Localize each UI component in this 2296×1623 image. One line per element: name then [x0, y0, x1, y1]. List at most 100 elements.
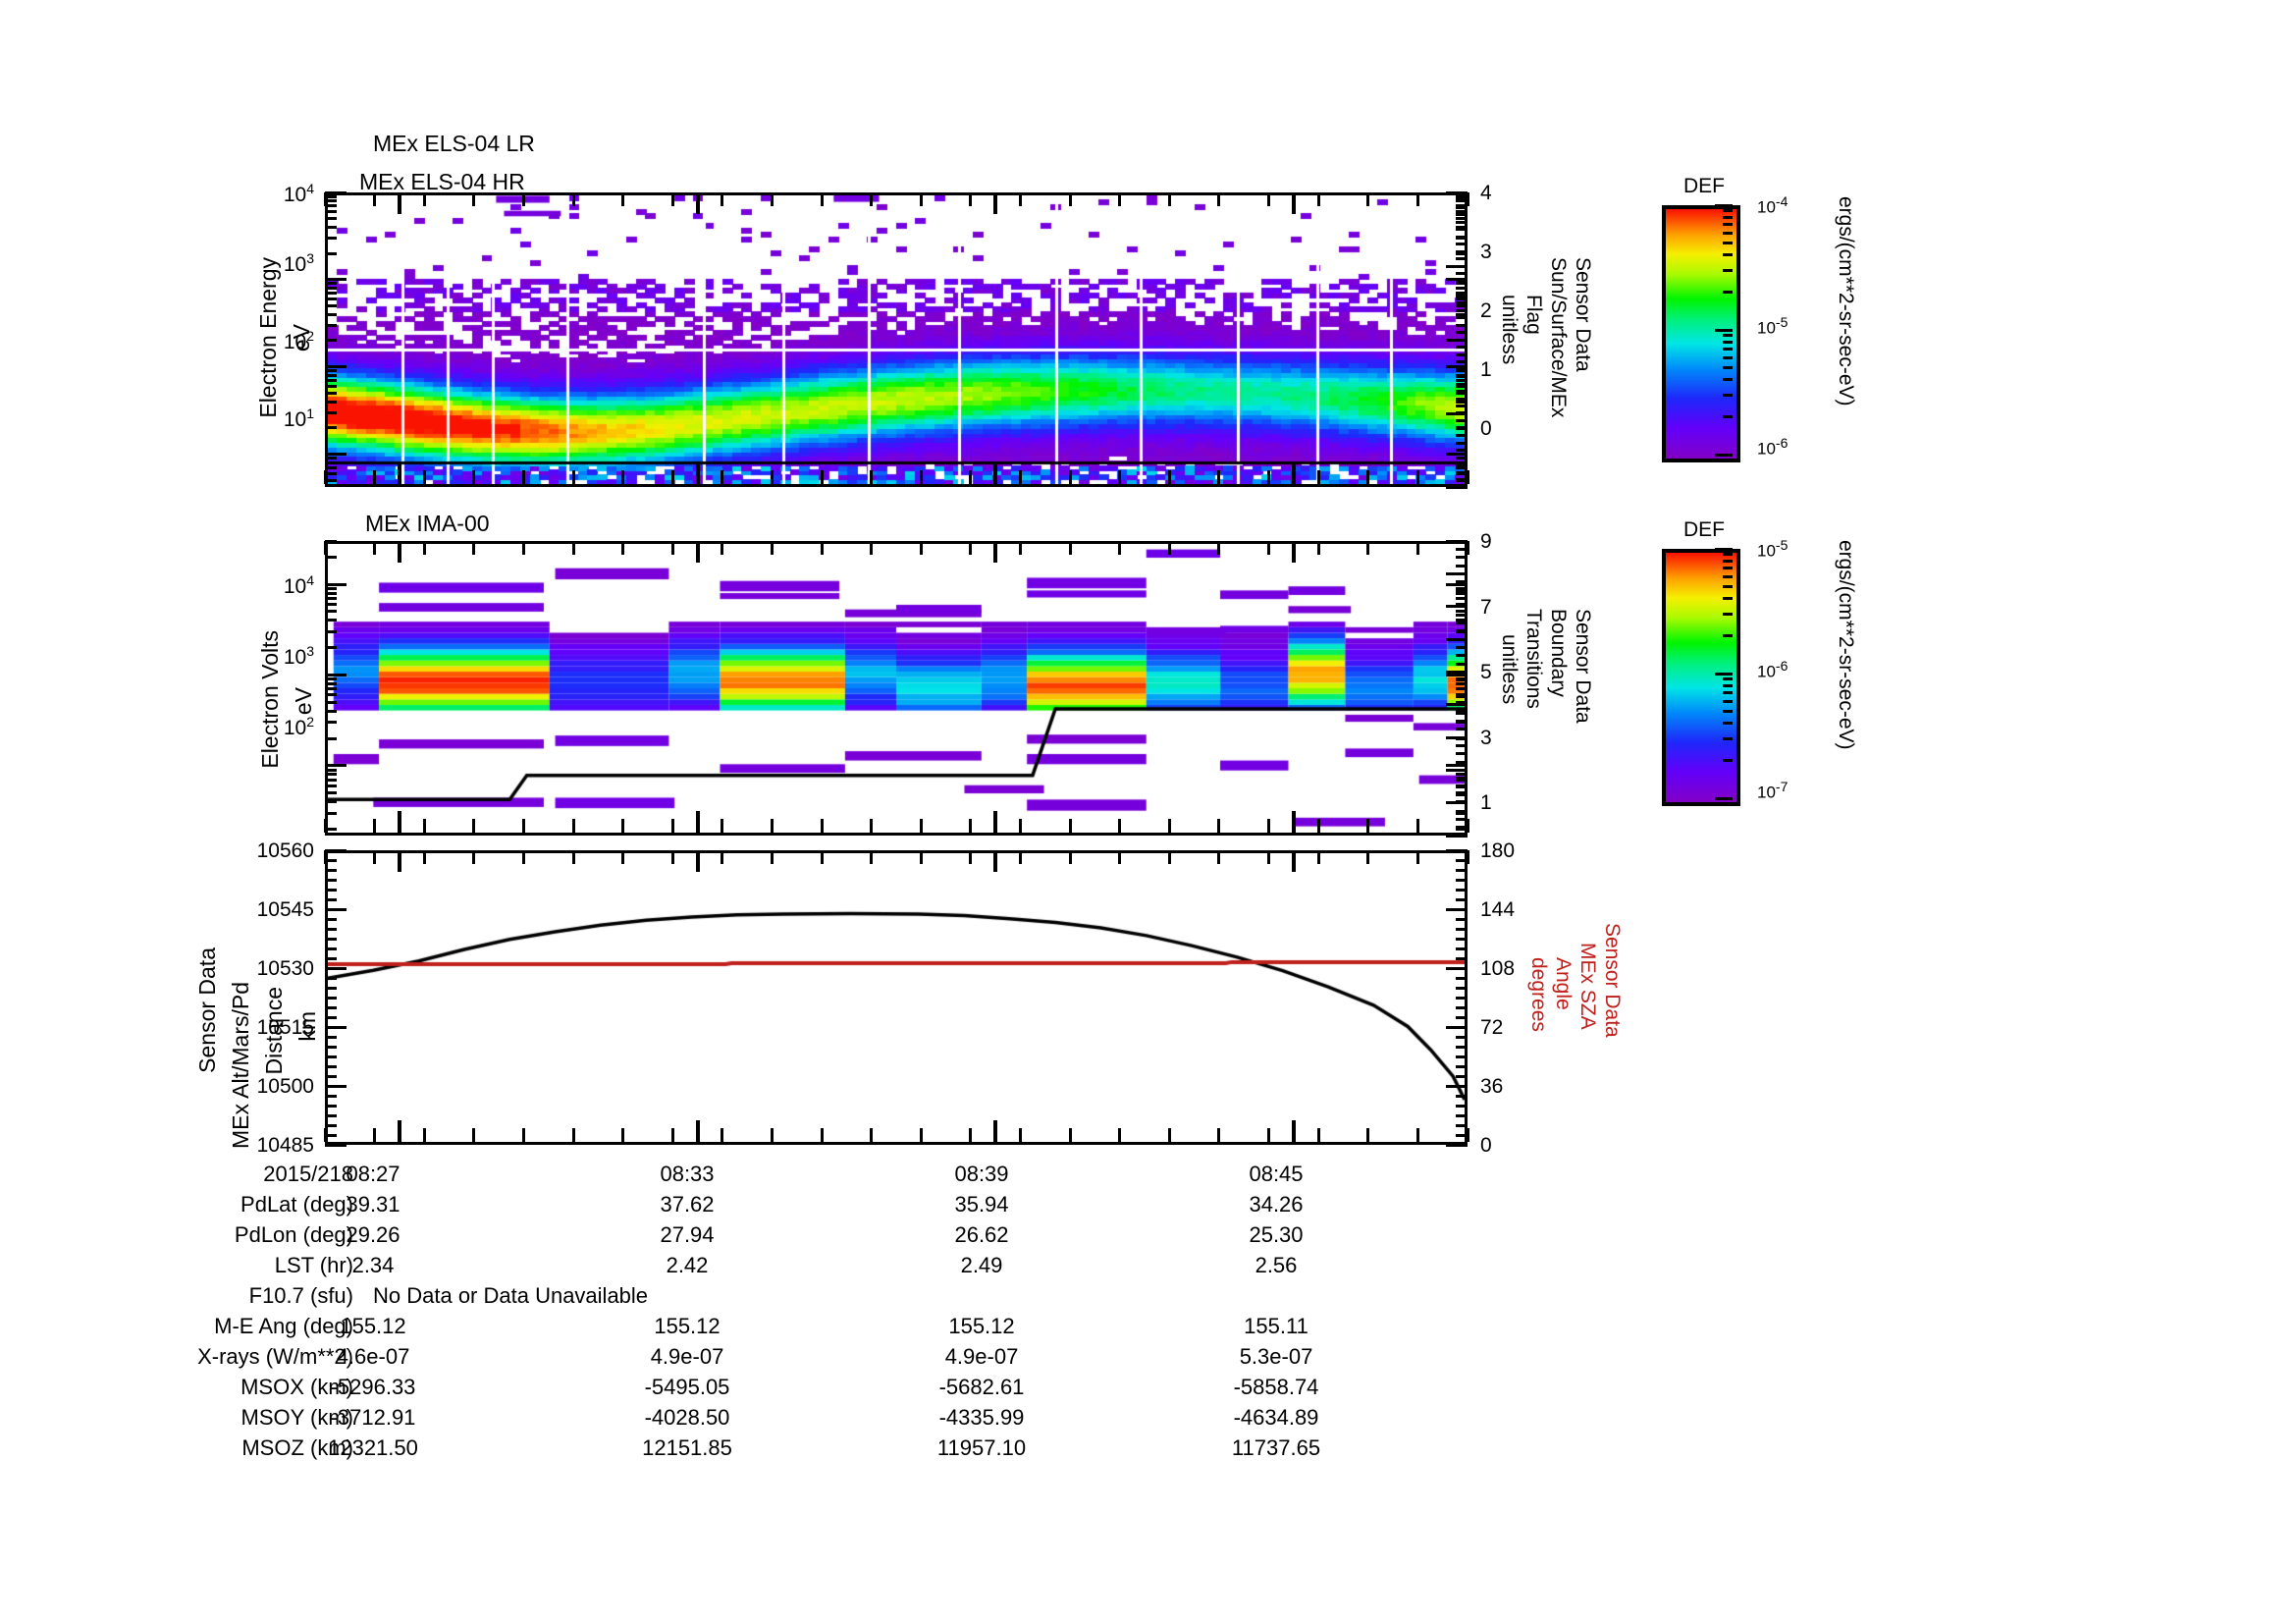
panel1-right-label-line1: Sensor Data	[1571, 257, 1594, 372]
panel1-ytick-0-exp: 4	[306, 181, 314, 196]
ytick-right	[1456, 694, 1468, 698]
table-row-label: MSOZ (km)	[241, 1435, 353, 1460]
table-row-label: PdLon (deg)	[234, 1222, 353, 1247]
colorbar-tick	[1723, 231, 1733, 235]
xtick-minor	[422, 192, 426, 206]
colorbar-tick	[1715, 453, 1733, 457]
colorbar-tick	[1723, 574, 1733, 578]
ytick-right	[1446, 768, 1468, 772]
xtick-minor	[1366, 470, 1370, 484]
panel2-plot-area[interactable]	[325, 541, 1468, 836]
panel3-plot-area[interactable]	[325, 850, 1468, 1145]
xtick-major	[695, 192, 700, 214]
xtick-major	[695, 850, 700, 872]
ytick	[1446, 907, 1468, 911]
ytick	[325, 1015, 337, 1019]
ytick-right	[1456, 547, 1468, 551]
xtick-minor	[1316, 850, 1320, 864]
table-cell-value: 08:39	[954, 1162, 1009, 1186]
ytick	[325, 878, 337, 882]
panel2-ylabel-unit: eV	[291, 687, 317, 715]
xtick-minor	[571, 850, 575, 864]
xtick-minor	[721, 850, 724, 864]
ytick	[325, 1005, 337, 1009]
xtick-minor	[1366, 1128, 1370, 1142]
panel1-right-tick-2: 2	[1480, 299, 1492, 322]
ytick-right	[1456, 686, 1468, 690]
ytick	[325, 251, 337, 255]
ytick-right	[1456, 235, 1468, 239]
ytick-right	[1456, 331, 1468, 334]
panel1-ytick-0-mant: 10	[283, 184, 307, 206]
xtick-minor	[1466, 541, 1469, 555]
ytick	[1456, 391, 1468, 395]
xtick-minor	[373, 819, 377, 833]
xtick-minor	[1167, 541, 1171, 555]
ytick	[1456, 897, 1468, 901]
panel2-right-label-line2: Boundary	[1546, 609, 1570, 697]
xtick-minor	[1118, 541, 1122, 555]
xtick-minor	[1167, 470, 1171, 484]
xtick-major	[1291, 541, 1296, 563]
colorbar-tick	[1723, 378, 1733, 382]
ytick	[325, 1143, 347, 1147]
colorbar-tick	[1723, 691, 1733, 695]
panel3-right-tick-4: 36	[1480, 1075, 1504, 1098]
ytick-right	[1456, 678, 1468, 682]
panel1-plot-area[interactable]	[325, 192, 1468, 487]
colorbar1-mid-label: 10-5	[1757, 314, 1788, 339]
ytick	[325, 927, 337, 931]
ytick	[325, 956, 337, 960]
ytick-right	[1446, 190, 1468, 194]
colorbar-tick	[1723, 268, 1733, 272]
ytick	[1446, 1084, 1468, 1088]
xtick-minor	[472, 819, 476, 833]
ytick-right	[1456, 719, 1468, 723]
xtick-minor	[1415, 1128, 1419, 1142]
cb1-mid-mant: 10	[1757, 318, 1776, 338]
ytick	[1456, 927, 1468, 931]
table-cell-value: 27.94	[660, 1222, 715, 1247]
table-cell-value: 5.3e-07	[1239, 1344, 1313, 1369]
xtick-minor	[1019, 850, 1023, 864]
panel1-right-label-line4: unitless	[1497, 295, 1521, 364]
xtick-major	[993, 462, 998, 484]
xtick-minor	[1068, 850, 1072, 864]
panel2-right-tick-1: 7	[1480, 596, 1492, 619]
ytick	[1456, 858, 1468, 862]
ytick	[1456, 619, 1468, 622]
xtick-minor	[969, 819, 973, 833]
ytick	[1456, 312, 1468, 316]
ytick	[325, 646, 337, 650]
xtick-minor	[770, 850, 774, 864]
xtick-minor	[1217, 541, 1221, 555]
colorbar-tick	[1723, 209, 1733, 213]
cb2-mid-exp: -6	[1775, 658, 1789, 674]
ytick-right	[1446, 670, 1468, 674]
ytick	[1456, 888, 1468, 892]
ytick	[1456, 460, 1468, 464]
ytick	[325, 673, 347, 676]
ytick-right	[1456, 352, 1468, 356]
xtick-minor	[820, 470, 824, 484]
ytick-right	[1456, 323, 1468, 327]
ytick	[1446, 966, 1468, 970]
xtick-minor	[422, 819, 426, 833]
ytick	[1456, 225, 1468, 229]
xtick-minor	[820, 819, 824, 833]
ytick-right	[1456, 743, 1468, 747]
xtick-minor	[969, 541, 973, 555]
ytick	[325, 286, 337, 290]
ytick-right	[1456, 213, 1468, 216]
panel1-right-label-line2: Sun/Surface/MEx	[1546, 257, 1570, 417]
ytick	[1456, 378, 1468, 382]
ytick	[1446, 673, 1468, 676]
ytick	[1456, 1035, 1468, 1039]
panel2-right-label-text4: unitless	[1498, 634, 1521, 705]
ytick	[1456, 400, 1468, 404]
ytick	[325, 709, 337, 713]
ytick	[325, 721, 337, 725]
xtick-minor	[1366, 541, 1370, 555]
colorbar-tick	[1723, 759, 1733, 763]
xtick-minor	[1466, 819, 1469, 833]
